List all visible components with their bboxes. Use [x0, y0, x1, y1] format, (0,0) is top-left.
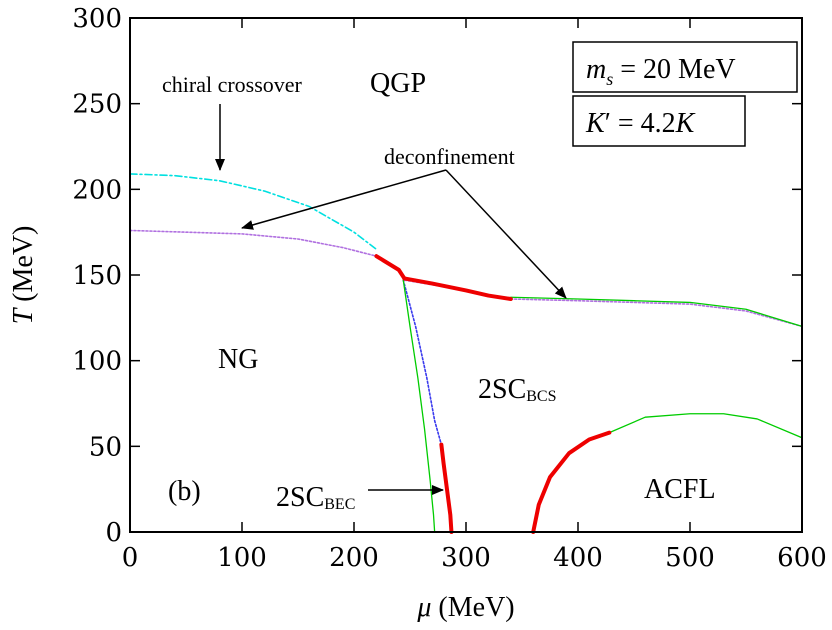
x-tick-label: 100 [217, 543, 267, 573]
x-axis-title: μ (MeV) [416, 592, 514, 623]
curve-deconfinement-high [403, 279, 803, 328]
region-acfl: ACFL [644, 474, 716, 505]
parameter-legend: ms = 20 MeV K′ = 4.2K [572, 41, 798, 147]
curve-first-order-a [374, 254, 407, 281]
y-tick-label: 0 [105, 518, 122, 548]
arrow-deconfinement-left [241, 169, 447, 230]
legend-box-ms [572, 41, 798, 93]
x-tick-label: 500 [665, 543, 715, 573]
curve-second-order-acfl [608, 413, 803, 439]
curve-deconfinement-low [129, 229, 406, 280]
region-ng: NG [218, 344, 258, 375]
region-2sc-bcs: 2SCBCS [478, 374, 557, 405]
x-tick-label: 300 [441, 543, 491, 573]
y-tick-label: 300 [72, 4, 122, 34]
legend-ms: ms = 20 MeV [586, 54, 736, 89]
legend-box-k [572, 95, 746, 147]
y-tick-label: 150 [72, 261, 122, 291]
legend-k: K′ = 4.2K [585, 108, 696, 139]
y-axis-title: T (MeV) [8, 226, 39, 325]
curve-first-order-d [531, 430, 612, 534]
curve-first-order-c [439, 442, 454, 534]
arrow-deconfinement-right [445, 169, 567, 299]
curve-second-order-upper [510, 296, 803, 328]
y-tick-label: 250 [72, 90, 122, 120]
phase-boundaries [129, 173, 803, 534]
curve-first-order-b [402, 276, 513, 301]
x-tick-label: 600 [777, 543, 827, 573]
annotation-chiral-crossover: chiral crossover [162, 72, 303, 97]
panel-label: (b) [168, 476, 201, 507]
axis-ticks: 0 100 200 300 400 500 600 0 50 100 150 200 250 300 [72, 4, 826, 573]
curve-second-order-ng [402, 279, 436, 533]
curve-chiral-crossover [129, 173, 378, 251]
x-tick-label: 0 [122, 543, 139, 573]
y-tick-label: 200 [72, 175, 122, 205]
region-2sc-bec: 2SCBEC [276, 482, 355, 513]
annotation-deconfinement: deconfinement [384, 144, 515, 169]
curve-bcs-bec-crossover [402, 279, 443, 446]
x-tick-label: 400 [553, 543, 603, 573]
y-tick-label: 100 [72, 347, 122, 377]
x-tick-label: 200 [329, 543, 379, 573]
region-qgp: QGP [370, 68, 426, 99]
y-tick-label: 50 [89, 432, 122, 462]
